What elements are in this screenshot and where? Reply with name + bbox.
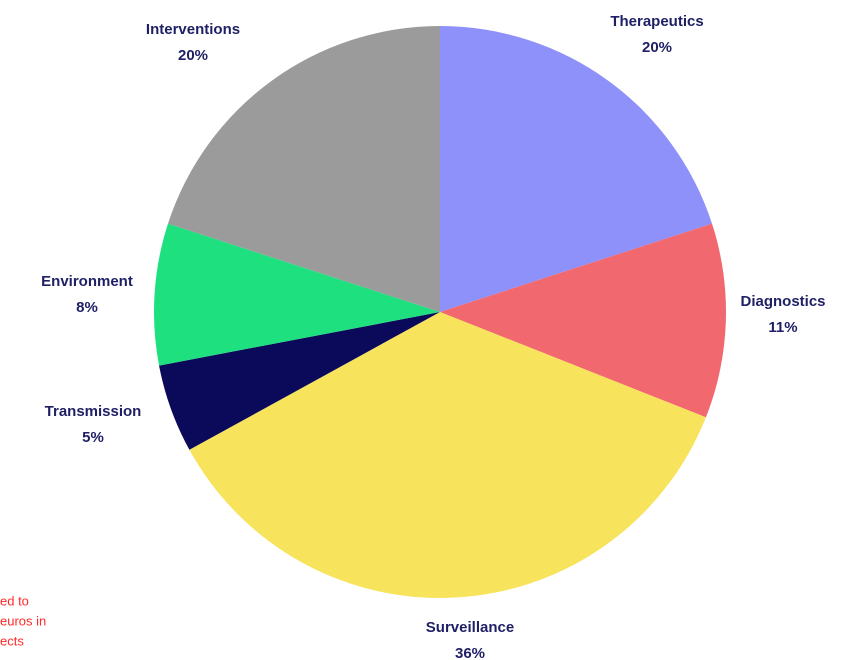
annotation-line: euros in [0, 613, 46, 628]
slice-label: Interventions [146, 21, 240, 38]
pie-slice [440, 223, 726, 418]
slice-value-label: 20% [642, 39, 672, 56]
slice-value-label: 11% [768, 319, 797, 336]
pie-slice [189, 312, 706, 599]
annotation-line: ects [0, 633, 24, 648]
slice-label: Transmission [45, 403, 142, 420]
slice-value-label: 36% [455, 645, 485, 660]
slice-label: Diagnostics [740, 293, 825, 310]
slice-value-label: 8% [76, 299, 98, 316]
pie-slice [153, 223, 440, 366]
slice-value-label: 20% [178, 47, 208, 64]
slice-label: Surveillance [426, 619, 514, 636]
slice-label: Therapeutics [610, 13, 703, 30]
pie-slice [159, 312, 440, 450]
pie-slice [167, 26, 440, 312]
slice-label: Environment [41, 273, 133, 290]
pie-slice [440, 26, 713, 312]
annotation-line: ed to [0, 593, 29, 608]
slice-value-label: 5% [82, 429, 104, 446]
